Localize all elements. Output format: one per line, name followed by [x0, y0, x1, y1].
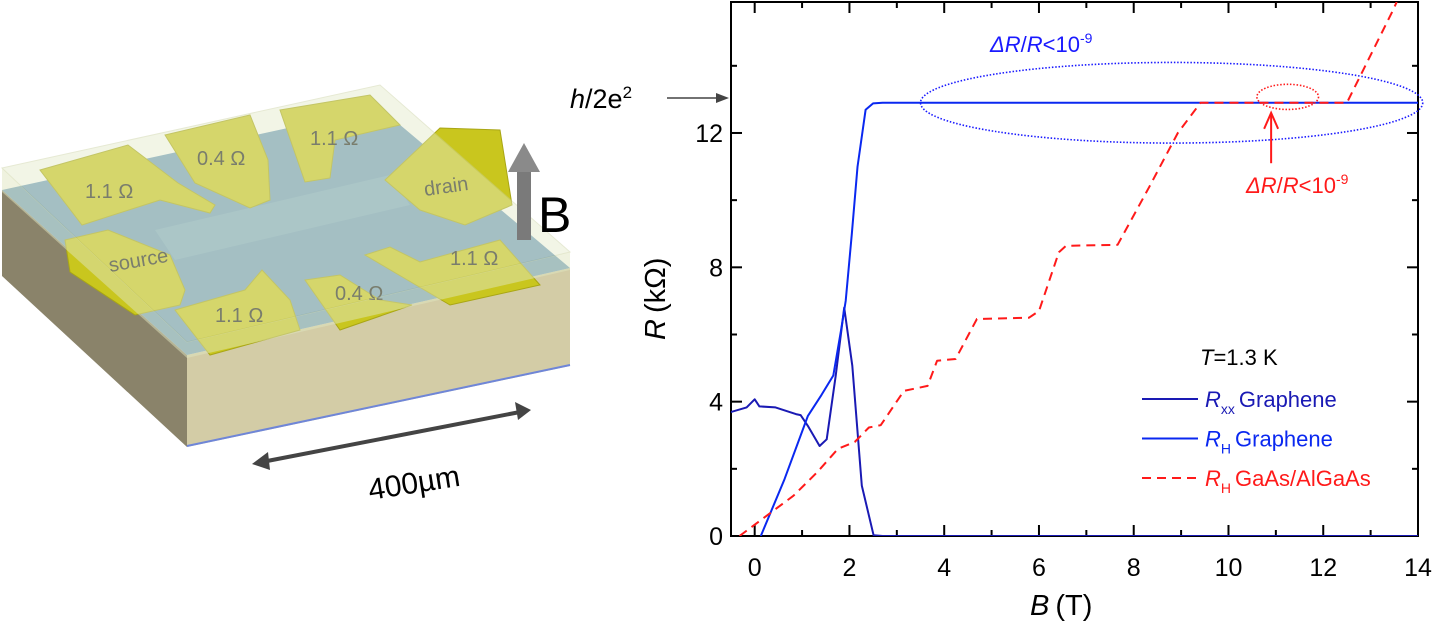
pad-source: [64, 229, 186, 316]
plot-frame: [730, 1, 1419, 537]
h2e-text: /2e: [585, 84, 623, 114]
legend-symbol: R: [1205, 427, 1221, 452]
pad-drain: [384, 127, 513, 226]
gaas-plateau-ellipse: [1256, 83, 1320, 111]
glass-cover-side: [2, 168, 187, 358]
x-tick-label: 0: [748, 554, 762, 582]
x-tick-label: 6: [1032, 554, 1046, 582]
pad-label: 1.1 Ω: [450, 248, 498, 270]
contact-pads: [39, 94, 541, 356]
pad-top-left: [39, 144, 216, 226]
y-tick-label: 0: [709, 523, 723, 551]
t: -9: [1336, 171, 1349, 187]
legend-name: GaAs/AlGaAs: [1235, 466, 1371, 491]
series-line-1: [759, 101, 1418, 536]
t-symbol: T: [1200, 345, 1215, 370]
pad-label: 0.4 Ω: [197, 148, 245, 170]
legend-title: T=1.3 K: [1200, 345, 1278, 370]
magnetic-field-arrow-icon: [508, 143, 540, 240]
annotations: [667, 61, 1424, 164]
y-symbol: R: [640, 319, 672, 340]
legend-name: Graphene: [1235, 427, 1333, 452]
x-tick-label: 2: [842, 554, 856, 582]
y-tick-label: 4: [709, 389, 723, 417]
legend-name: Graphene: [1239, 387, 1337, 412]
x-symbol: B: [1030, 590, 1049, 622]
t: R: [1283, 173, 1299, 198]
h2e-sup: 2: [623, 83, 632, 102]
graphene-precision-label: ΔR/R<10-9: [989, 30, 1093, 57]
substrate-front-face: [187, 268, 570, 447]
legend-subscript: H: [1221, 441, 1231, 457]
t: -9: [1080, 30, 1093, 46]
gaas-precision-arrowhead-icon: [1263, 110, 1280, 130]
y-unit: (kΩ): [640, 258, 672, 314]
t: /: [1277, 173, 1284, 198]
x-tick-label: 4: [937, 554, 951, 582]
pad-label: 1.1 Ω: [85, 181, 133, 203]
glass-cover-front: [187, 252, 570, 358]
gaas-precision-label: ΔR/R<10-9: [1245, 171, 1349, 198]
x-tick-label: 14: [1404, 554, 1432, 582]
t: R: [1027, 32, 1043, 57]
quantum-resistance-arrowhead-icon: [716, 93, 729, 103]
x-tick-label: 8: [1127, 554, 1141, 582]
graphene-plateau-ellipse: [919, 61, 1424, 144]
scale-arrow-icon: [252, 402, 531, 470]
t: <10: [1043, 32, 1080, 57]
h-symbol: h: [570, 84, 585, 114]
magnetic-field-label: B: [538, 187, 571, 243]
t: ΔR: [989, 32, 1021, 57]
substrate-left-face: [2, 190, 187, 447]
legend-symbol: R: [1205, 387, 1221, 412]
pad-label: 1.1 Ω: [310, 128, 358, 150]
axis-ticks: 0 2 4 6 8 10 12 14 0 4 8 12: [695, 2, 1432, 582]
legend-subscript: H: [1221, 480, 1231, 496]
pad-bottom-right: [363, 239, 541, 306]
legend-label-0: Rxx Graphene: [1205, 387, 1337, 417]
t: /: [1021, 32, 1028, 57]
legend-label-1: RH Graphene: [1205, 427, 1333, 457]
x-unit: (T): [1055, 590, 1092, 622]
x-tick-label: 10: [1215, 554, 1243, 582]
substrate-bottom-edge: [186, 364, 571, 447]
quantum-resistance-label: h/2e2: [570, 83, 632, 114]
x-tick-label: 12: [1309, 554, 1337, 582]
series-line-2: [738, 2, 1398, 536]
legend-label-2: RH GaAs/AlGaAs: [1205, 466, 1371, 496]
t: <10: [1299, 173, 1336, 198]
data-series: [731, 2, 1418, 536]
pad-label: 1.1 Ω: [215, 305, 263, 327]
series-line-0: [731, 306, 1418, 536]
legend-symbol: R: [1205, 466, 1221, 491]
hall-bar-channel: [155, 175, 410, 260]
t: ΔR: [1245, 173, 1277, 198]
y-tick-label: 12: [695, 120, 723, 148]
legend-subscript: xx: [1221, 401, 1235, 417]
t-value: =1.3 K: [1213, 345, 1278, 370]
device-illustration: 1.1 Ω 0.4 Ω 1.1 Ω drain source 1.1 Ω 0.4…: [0, 84, 571, 507]
pad-top-right: [279, 94, 401, 183]
y-axis-label: R (kΩ): [640, 258, 672, 340]
pad-top-mid: [164, 114, 271, 209]
y-tick-label: 8: [709, 254, 723, 282]
x-axis-label: B (T): [1030, 590, 1092, 622]
